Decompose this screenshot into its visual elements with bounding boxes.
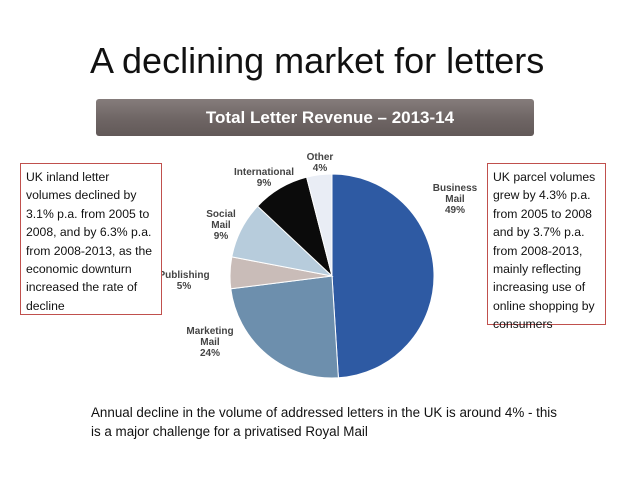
chart-title: Total Letter Revenue – 2013-14 xyxy=(96,99,534,136)
pie-label-international: International 9% xyxy=(234,167,294,189)
pie-slice-other xyxy=(306,173,333,277)
slide-caption: Annual decline in the volume of addresse… xyxy=(91,405,557,439)
pie-slice-business-mail xyxy=(331,173,435,379)
pie-label-other: Other 4% xyxy=(307,152,334,174)
pie-slice-marketing-mail xyxy=(230,275,339,379)
letter-volume-note: UK inland letter volumes declined by 3.1… xyxy=(20,163,162,315)
pie-label-social-mail: Social Mail 9% xyxy=(206,209,236,242)
parcel-volume-note: UK parcel volumes grew by 4.3% p.a. from… xyxy=(487,163,606,331)
pie-label-marketing-mail: Marketing Mail 24% xyxy=(186,326,233,359)
slide-title: A declining market for letters xyxy=(90,40,545,81)
pie-label-business-mail: Business Mail 49% xyxy=(433,183,478,216)
pie-label-publishing: Publishing 5% xyxy=(158,270,209,292)
